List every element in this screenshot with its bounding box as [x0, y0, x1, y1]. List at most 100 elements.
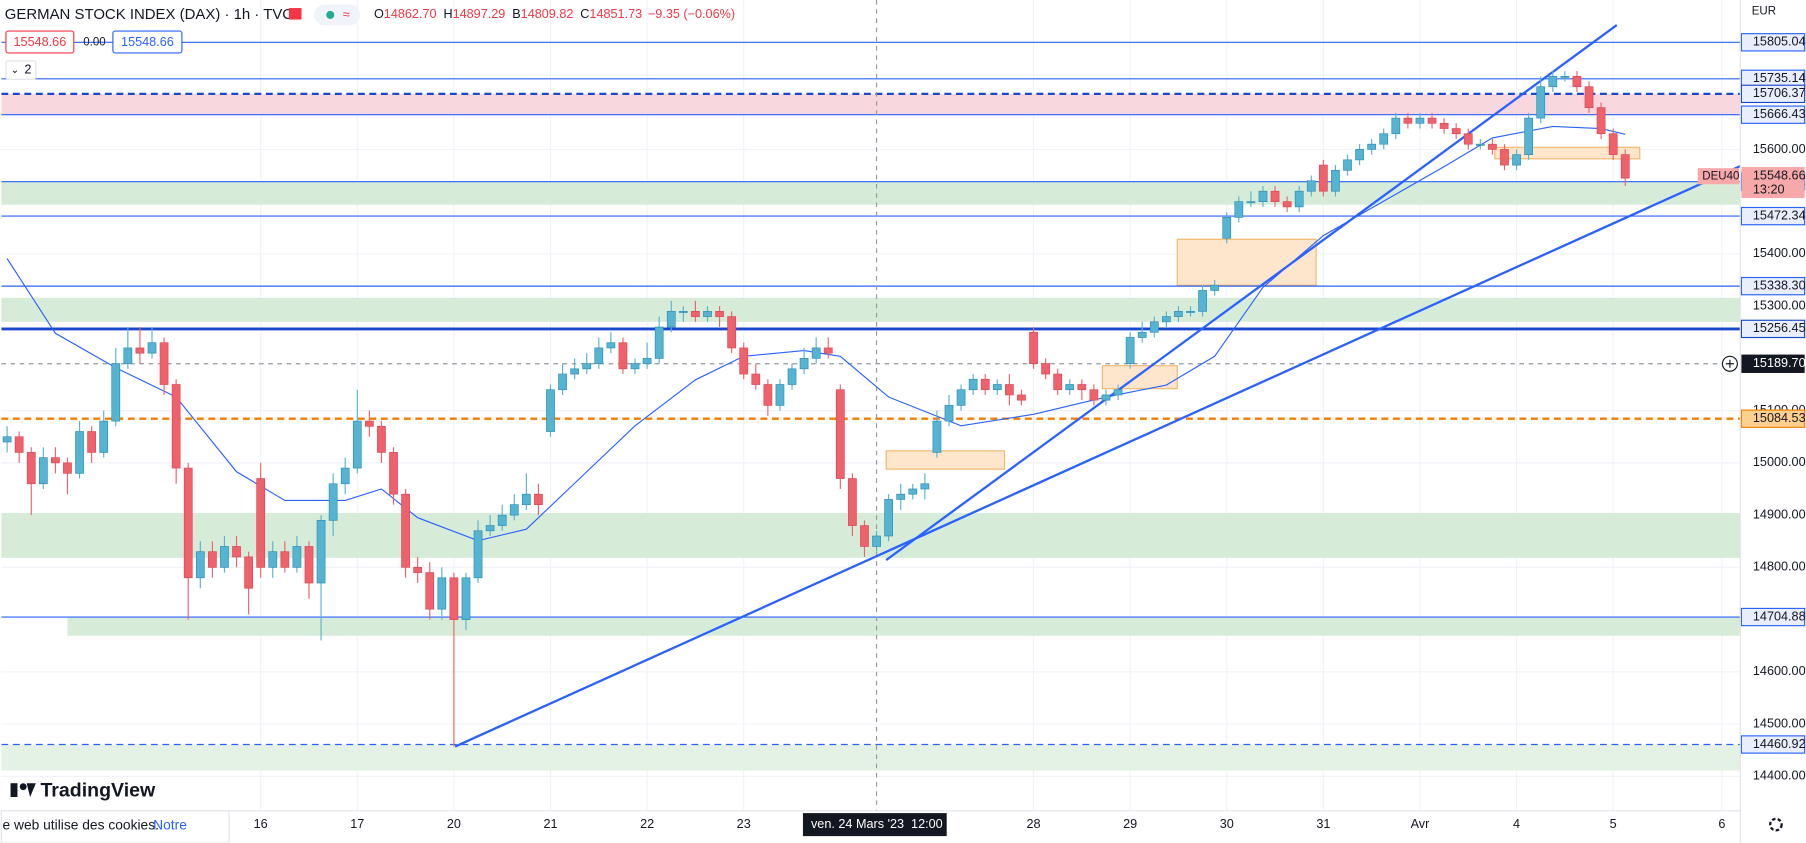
- candle-body: [1222, 216, 1232, 239]
- candle-body: [1367, 143, 1377, 150]
- bid: 15548.66: [14, 35, 67, 49]
- candle-body: [1463, 133, 1473, 145]
- sell-button[interactable]: [5, 30, 75, 54]
- candle-body: [968, 378, 978, 391]
- candle-body: [908, 488, 918, 495]
- y-tick-label: 15300.00: [1753, 298, 1806, 312]
- indicator-count: 2: [24, 62, 31, 76]
- candle-body: [594, 347, 604, 364]
- candle-body: [389, 452, 398, 495]
- y-tick-label: 15400.00: [1753, 246, 1806, 260]
- status-pill[interactable]: [314, 4, 361, 26]
- candle-body: [666, 311, 676, 328]
- zone: [1, 513, 1741, 558]
- candle-body: [183, 467, 193, 579]
- y-tick-label: 14500.00: [1753, 716, 1806, 730]
- cookie-banner: [0, 810, 230, 843]
- candle-body: [509, 504, 519, 516]
- candle-body: [751, 373, 761, 385]
- candle-body: [485, 525, 495, 532]
- currency[interactable]: EUR: [1752, 6, 1776, 18]
- logo[interactable]: TradingView: [40, 779, 156, 801]
- candle-body: [123, 347, 133, 364]
- logo-mark: [26, 783, 36, 797]
- candle-body: [377, 425, 386, 453]
- zone: [1101, 365, 1178, 390]
- trendline: [454, 164, 1741, 748]
- candle-body: [1512, 154, 1521, 166]
- candle-body: [763, 384, 773, 406]
- candle-body: [461, 577, 471, 620]
- candle-body: [1379, 133, 1389, 145]
- candle-body: [2, 436, 12, 443]
- zone: [1, 181, 1741, 205]
- level-label-bg: [1740, 319, 1806, 339]
- candle-body: [244, 556, 253, 589]
- level-label: 15472.34: [1753, 208, 1806, 222]
- candle-body: [980, 378, 990, 391]
- x-tick-label: 22: [640, 817, 654, 831]
- cookie-link[interactable]: Notre: [153, 817, 187, 832]
- candle-body: [582, 363, 592, 370]
- settings-icon[interactable]: [1769, 817, 1783, 832]
- candle-body: [1560, 75, 1570, 78]
- x-tick-label: 5: [1610, 817, 1617, 831]
- candle-body: [1331, 169, 1340, 192]
- candle-body: [111, 363, 121, 422]
- candle-body: [860, 525, 869, 547]
- candle-body: [256, 478, 266, 568]
- indicator-toggle[interactable]: [5, 60, 37, 80]
- candle-body: [401, 493, 410, 568]
- candle-body: [1053, 373, 1063, 391]
- candle-body: [1536, 86, 1546, 119]
- candle-body: [546, 389, 555, 432]
- candle-body: [896, 493, 906, 500]
- ohlc-value: 14809.82: [521, 7, 574, 21]
- candle-body: [521, 493, 531, 506]
- candle-body: [570, 368, 580, 375]
- symbol-tag: DEU40: [1702, 170, 1739, 182]
- level-label-bg: [1740, 607, 1806, 627]
- candle-body: [811, 347, 821, 359]
- candle-body: [618, 342, 628, 370]
- candle-body: [38, 457, 48, 485]
- x-tick-label: 21: [543, 817, 557, 831]
- candle-body: [208, 551, 217, 568]
- candle-body: [292, 546, 302, 568]
- zone: [67, 617, 1741, 636]
- candle-body: [135, 347, 145, 354]
- candle-body: [87, 431, 96, 453]
- candle-body: [1174, 311, 1183, 317]
- candle-body: [1439, 122, 1449, 129]
- candle-body: [1343, 159, 1352, 171]
- candle-body: [932, 420, 942, 453]
- buy-button[interactable]: [112, 30, 183, 54]
- candle-body: [1258, 190, 1268, 202]
- candle-body: [654, 326, 664, 359]
- x-tick-label: 28: [1027, 817, 1041, 831]
- symbol: GERMAN STOCK INDEX (DAX) · 1h · TVC: [5, 6, 293, 23]
- y-tick-label: 15000.00: [1753, 455, 1806, 469]
- zone: [1494, 146, 1641, 160]
- candle-body: [1161, 316, 1171, 323]
- candle-body: [1198, 290, 1207, 312]
- candle-body: [642, 358, 652, 364]
- candle-body: [316, 519, 326, 584]
- ask: 15548.66: [121, 35, 174, 49]
- candle-body: [364, 420, 374, 427]
- candle-body: [1596, 107, 1606, 135]
- change: −9.35 (−0.06%): [648, 7, 735, 21]
- candle-body: [1077, 384, 1087, 391]
- candle-body: [1475, 143, 1485, 146]
- candle-body: [220, 546, 229, 568]
- candle-body: [26, 452, 36, 485]
- y-tick-label: 14400.00: [1753, 769, 1806, 783]
- x-tick-label: 31: [1316, 817, 1330, 831]
- candle-body: [171, 384, 181, 469]
- candle-body: [1234, 201, 1244, 218]
- candle-body: [678, 311, 688, 313]
- level-label-bg: [1740, 206, 1806, 226]
- cookie-text: e web utilise des cookies.: [2, 817, 158, 832]
- candle-body: [425, 572, 435, 610]
